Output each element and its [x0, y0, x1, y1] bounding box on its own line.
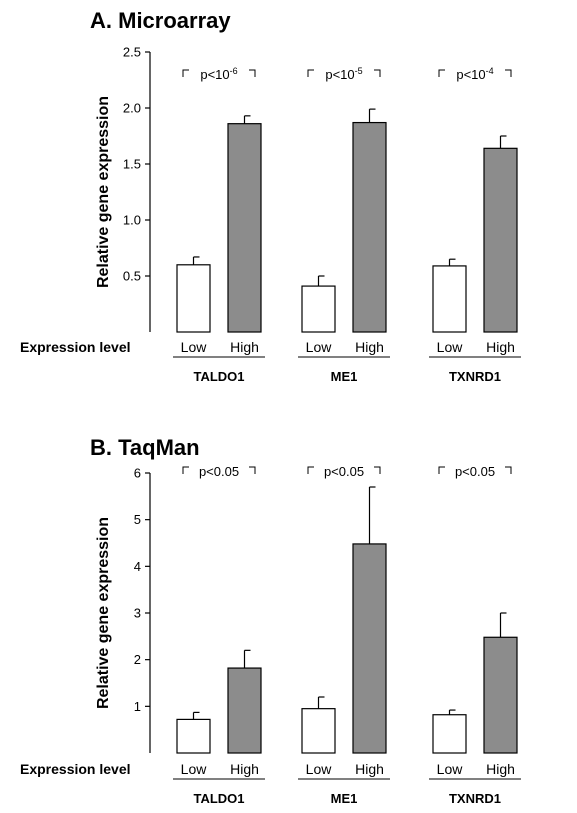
p-bracket-right	[505, 466, 512, 474]
p-bracket-left	[438, 69, 445, 77]
p-value-annotation: p<10-6	[200, 66, 237, 82]
expression-level-label: High	[486, 761, 515, 777]
y-tick-label: 4	[134, 559, 141, 574]
p-value-annotation: p<0.05	[455, 464, 495, 479]
gene-label: TXNRD1	[449, 369, 501, 384]
expression-level-label: Low	[306, 761, 333, 777]
gene-label: TXNRD1	[449, 791, 501, 806]
y-tick-label: 5	[134, 512, 141, 527]
y-tick-label: 2.5	[123, 45, 141, 60]
bar-taldo1-high	[227, 123, 262, 333]
expression-level-label: Low	[437, 339, 464, 355]
bar-me1-low	[301, 285, 336, 333]
p-value-annotation: p<0.05	[324, 464, 364, 479]
bar-txnrd1-low	[432, 714, 467, 754]
chart-panel-microarray: A. Microarray Relative gene expression 0.5…	[20, 8, 521, 384]
p-value-annotation: p<10-5	[325, 66, 362, 82]
expression-level-label: Low	[437, 761, 464, 777]
y-tick-label: 0.5	[123, 269, 141, 284]
bar-me1-high	[352, 121, 387, 333]
y-tick-label: 1.0	[123, 213, 141, 228]
y-axis-label: Relative gene expression	[95, 517, 112, 709]
bar-txnrd1-low	[432, 265, 467, 333]
p-bracket-right	[249, 466, 256, 474]
chart-title: B. TaqMan	[90, 435, 200, 460]
p-bracket-left	[182, 69, 189, 77]
bar-taldo1-low	[176, 718, 211, 754]
p-bracket-right	[374, 466, 381, 474]
expression-level-label: Low	[181, 761, 208, 777]
bar-taldo1-high	[227, 667, 262, 754]
chart-panel-taqman: B. TaqMan Relative gene expression 1 2 3 4 5 6 L…	[20, 435, 521, 806]
y-tick-label: 1	[134, 699, 141, 714]
gene-label: ME1	[331, 791, 358, 806]
p-bracket-left	[438, 466, 445, 474]
expression-level-label: High	[355, 339, 384, 355]
bar-me1-high	[352, 543, 387, 754]
expression-level-label: Low	[306, 339, 333, 355]
expression-level-label: High	[355, 761, 384, 777]
y-tick-label: 6	[134, 466, 141, 481]
gene-label: TALDO1	[193, 369, 244, 384]
bar-taldo1-low	[176, 264, 211, 333]
chart-title: A. Microarray	[90, 8, 231, 33]
expression-level-label: Low	[181, 339, 208, 355]
y-tick-label: 2.0	[123, 101, 141, 116]
expression-level-label: High	[230, 761, 259, 777]
p-bracket-right	[505, 69, 512, 77]
row-label-expression-level: Expression level	[20, 761, 131, 777]
expression-level-label: High	[230, 339, 259, 355]
gene-label: TALDO1	[193, 791, 244, 806]
expression-level-label: High	[486, 339, 515, 355]
p-bracket-right	[249, 69, 256, 77]
gene-label: ME1	[331, 369, 358, 384]
bar-txnrd1-high	[483, 147, 518, 333]
y-tick-label: 3	[134, 606, 141, 621]
y-tick-label: 2	[134, 652, 141, 667]
bar-txnrd1-high	[483, 636, 518, 754]
p-bracket-right	[374, 69, 381, 77]
p-value-annotation: p<10-4	[456, 66, 493, 82]
p-bracket-left	[307, 466, 314, 474]
p-bracket-left	[182, 466, 189, 474]
p-bracket-left	[307, 69, 314, 77]
bar-me1-low	[301, 708, 336, 754]
row-label-expression-level: Expression level	[20, 339, 131, 355]
y-tick-label: 1.5	[123, 157, 141, 172]
p-value-annotation: p<0.05	[199, 464, 239, 479]
y-axis-label: Relative gene expression	[95, 96, 112, 288]
